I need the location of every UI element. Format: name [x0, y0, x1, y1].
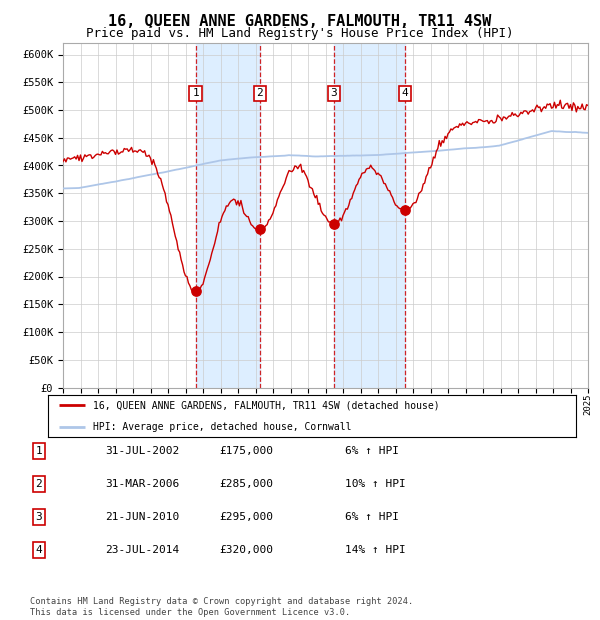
Text: Contains HM Land Registry data © Crown copyright and database right 2024.
This d: Contains HM Land Registry data © Crown c… — [30, 598, 413, 617]
Text: £285,000: £285,000 — [219, 479, 273, 489]
Text: 14% ↑ HPI: 14% ↑ HPI — [345, 545, 406, 555]
Text: 21-JUN-2010: 21-JUN-2010 — [105, 512, 179, 522]
Text: 1: 1 — [35, 446, 43, 456]
Text: 4: 4 — [35, 545, 43, 555]
Text: 1: 1 — [192, 88, 199, 99]
Text: £320,000: £320,000 — [219, 545, 273, 555]
Text: Price paid vs. HM Land Registry's House Price Index (HPI): Price paid vs. HM Land Registry's House … — [86, 27, 514, 40]
Text: 3: 3 — [35, 512, 43, 522]
Text: 3: 3 — [331, 88, 337, 99]
Text: 31-MAR-2006: 31-MAR-2006 — [105, 479, 179, 489]
Bar — [196, 43, 260, 388]
Text: 6% ↑ HPI: 6% ↑ HPI — [345, 446, 399, 456]
Text: 23-JUL-2014: 23-JUL-2014 — [105, 545, 179, 555]
Text: 16, QUEEN ANNE GARDENS, FALMOUTH, TR11 4SW (detached house): 16, QUEEN ANNE GARDENS, FALMOUTH, TR11 4… — [93, 401, 440, 410]
Text: £175,000: £175,000 — [219, 446, 273, 456]
Point — [191, 286, 200, 296]
Bar — [334, 43, 405, 388]
Text: HPI: Average price, detached house, Cornwall: HPI: Average price, detached house, Corn… — [93, 422, 352, 432]
Text: 4: 4 — [402, 88, 409, 99]
Point — [329, 219, 338, 229]
Point — [255, 224, 265, 234]
Text: £295,000: £295,000 — [219, 512, 273, 522]
Text: 2: 2 — [35, 479, 43, 489]
Text: 6% ↑ HPI: 6% ↑ HPI — [345, 512, 399, 522]
Text: 10% ↑ HPI: 10% ↑ HPI — [345, 479, 406, 489]
Text: 31-JUL-2002: 31-JUL-2002 — [105, 446, 179, 456]
Text: 2: 2 — [257, 88, 263, 99]
Point — [400, 205, 410, 215]
Text: 16, QUEEN ANNE GARDENS, FALMOUTH, TR11 4SW: 16, QUEEN ANNE GARDENS, FALMOUTH, TR11 4… — [109, 14, 491, 29]
